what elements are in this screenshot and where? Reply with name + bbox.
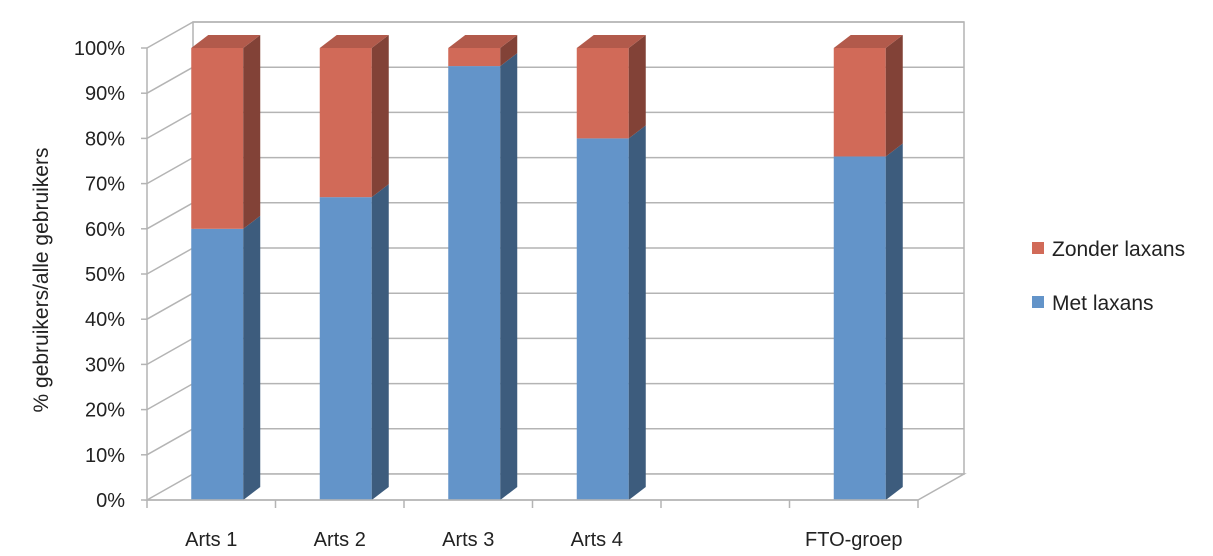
x-tick-label: Arts 3 [442,529,494,551]
legend-swatch [1032,296,1044,308]
bar-front [576,48,629,139]
bar-segment [833,35,903,157]
gridline-side [146,21,194,49]
bar-side [500,35,518,67]
bar-segment [448,53,518,500]
x-tick-label: Arts 2 [314,529,366,551]
bar-front [191,48,244,229]
bar-front [191,228,244,501]
bar-front [319,48,372,198]
x-axis-ticks: Arts 1 Arts 2 Arts 3 Arts 4 FTO-groep [146,499,919,551]
gridline-side [146,428,194,456]
x-tick-label: FTO-groep [805,529,902,551]
bar-side [885,143,903,501]
bar-front [448,48,501,67]
y-tick-label: 60% [85,219,125,241]
bar-top [191,35,261,48]
bar-side [628,35,646,139]
legend-label: Zonder laxans [1052,238,1185,261]
gridline-side [146,247,194,275]
y-tick-label: 0% [96,490,125,512]
gridline-side [146,337,194,366]
bar-segment [191,35,261,229]
x-tick-label: Arts 1 [185,529,237,551]
bar-front [319,197,372,500]
y-tick-label: 40% [85,309,125,331]
gridline-side [146,156,194,185]
bar-segment [448,35,518,67]
gridline-side [146,382,194,411]
gridline-side [146,111,194,140]
y-axis-ticks: 0% 10% 20% 30% 40% 50% 60% 70% 80% 90% 100% [74,38,147,512]
bar-front [833,156,886,501]
bar-top [833,35,903,48]
bar-side [500,53,518,500]
y-tick-label: 80% [85,128,125,150]
legend: Zonder laxans Met laxans [1032,238,1185,315]
bar-segment [319,35,389,198]
y-tick-label: 100% [74,38,125,60]
y-axis-label: % gebruikers/alle gebruikers [30,148,53,413]
bar-top [576,35,646,48]
bar-side [371,184,389,500]
bar-side [885,35,903,157]
bar-top [448,35,518,48]
bar-segment [833,143,903,501]
bar-segment [191,215,261,501]
legend-swatch [1032,242,1044,254]
y-tick-label: 90% [85,83,125,105]
y-tick-label: 50% [85,264,125,286]
x-tick-label: Arts 4 [571,529,623,551]
y-tick-label: 10% [85,445,125,467]
bar-front [448,66,501,500]
bar-segment [319,184,389,500]
gridline-side [146,292,194,320]
y-tick-label: 30% [85,354,125,376]
bar-front [576,138,629,500]
bar-front [833,48,886,157]
gridline-side [146,202,194,230]
y-tick-label: 20% [85,400,125,422]
gridline-side [146,66,194,94]
y-tick-label: 70% [85,174,125,196]
bar-side [371,35,389,198]
bar-segment [576,35,646,139]
bar-segment [576,125,646,501]
bar-side [243,35,261,229]
bar-side [628,125,646,501]
bar-top [319,35,389,48]
bar-side [243,215,261,501]
bars [191,35,903,501]
legend-label: Met laxans [1052,292,1154,315]
